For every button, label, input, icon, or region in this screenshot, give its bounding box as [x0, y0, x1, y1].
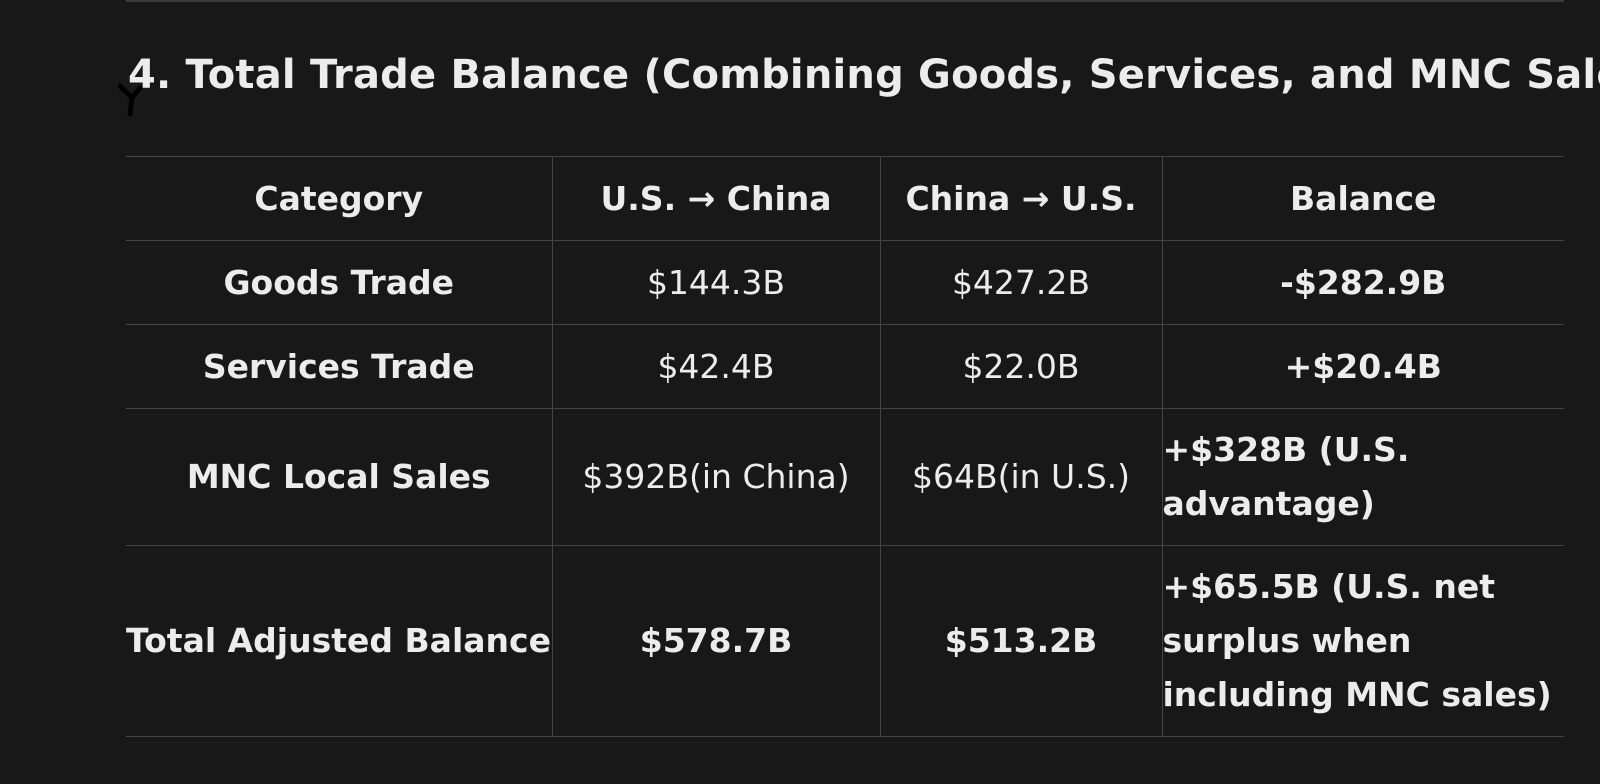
- row-us-to-china: $144.3B: [551, 240, 880, 325]
- header-category: Category: [126, 156, 552, 241]
- row-china-to-us: $427.2B: [879, 240, 1162, 325]
- row-china-to-us: $22.0B: [879, 324, 1162, 409]
- row-category: MNC Local Sales: [126, 408, 552, 546]
- section-divider: [126, 0, 1564, 2]
- header-balance: Balance: [1161, 156, 1564, 241]
- table-row-total: Total Adjusted Balance $578.7B $513.2B +…: [126, 545, 1564, 737]
- row-us-to-china: $42.4B: [551, 324, 880, 409]
- row-balance: +$20.4B: [1161, 324, 1564, 409]
- section-heading: 4. Total Trade Balance (Combining Goods,…: [128, 52, 1600, 98]
- row-balance: +$328B (U.S. advantage): [1161, 408, 1564, 546]
- row-us-to-china: $392B(in China): [551, 408, 880, 546]
- row-us-to-china: $578.7B: [551, 545, 880, 737]
- table-row: Goods Trade $144.3B $427.2B -$282.9B: [126, 240, 1564, 325]
- row-category: Goods Trade: [126, 240, 552, 325]
- row-balance: +$65.5B (U.S. net surplus when including…: [1161, 545, 1564, 737]
- row-balance: -$282.9B: [1161, 240, 1564, 325]
- pen-cursor-icon: [118, 83, 143, 117]
- table-row: MNC Local Sales $392B(in China) $64B(in …: [126, 408, 1564, 546]
- table-row: Services Trade $42.4B $22.0B +$20.4B: [126, 324, 1564, 409]
- header-us-to-china: U.S. → China: [551, 156, 880, 241]
- row-china-to-us: $513.2B: [879, 545, 1162, 737]
- row-category: Services Trade: [126, 324, 552, 409]
- row-category: Total Adjusted Balance: [126, 545, 552, 737]
- trade-balance-table: Category U.S. → China China → U.S. Balan…: [126, 156, 1564, 737]
- header-china-to-us: China → U.S.: [879, 156, 1162, 241]
- table-header-row: Category U.S. → China China → U.S. Balan…: [126, 156, 1564, 241]
- row-china-to-us: $64B(in U.S.): [879, 408, 1162, 546]
